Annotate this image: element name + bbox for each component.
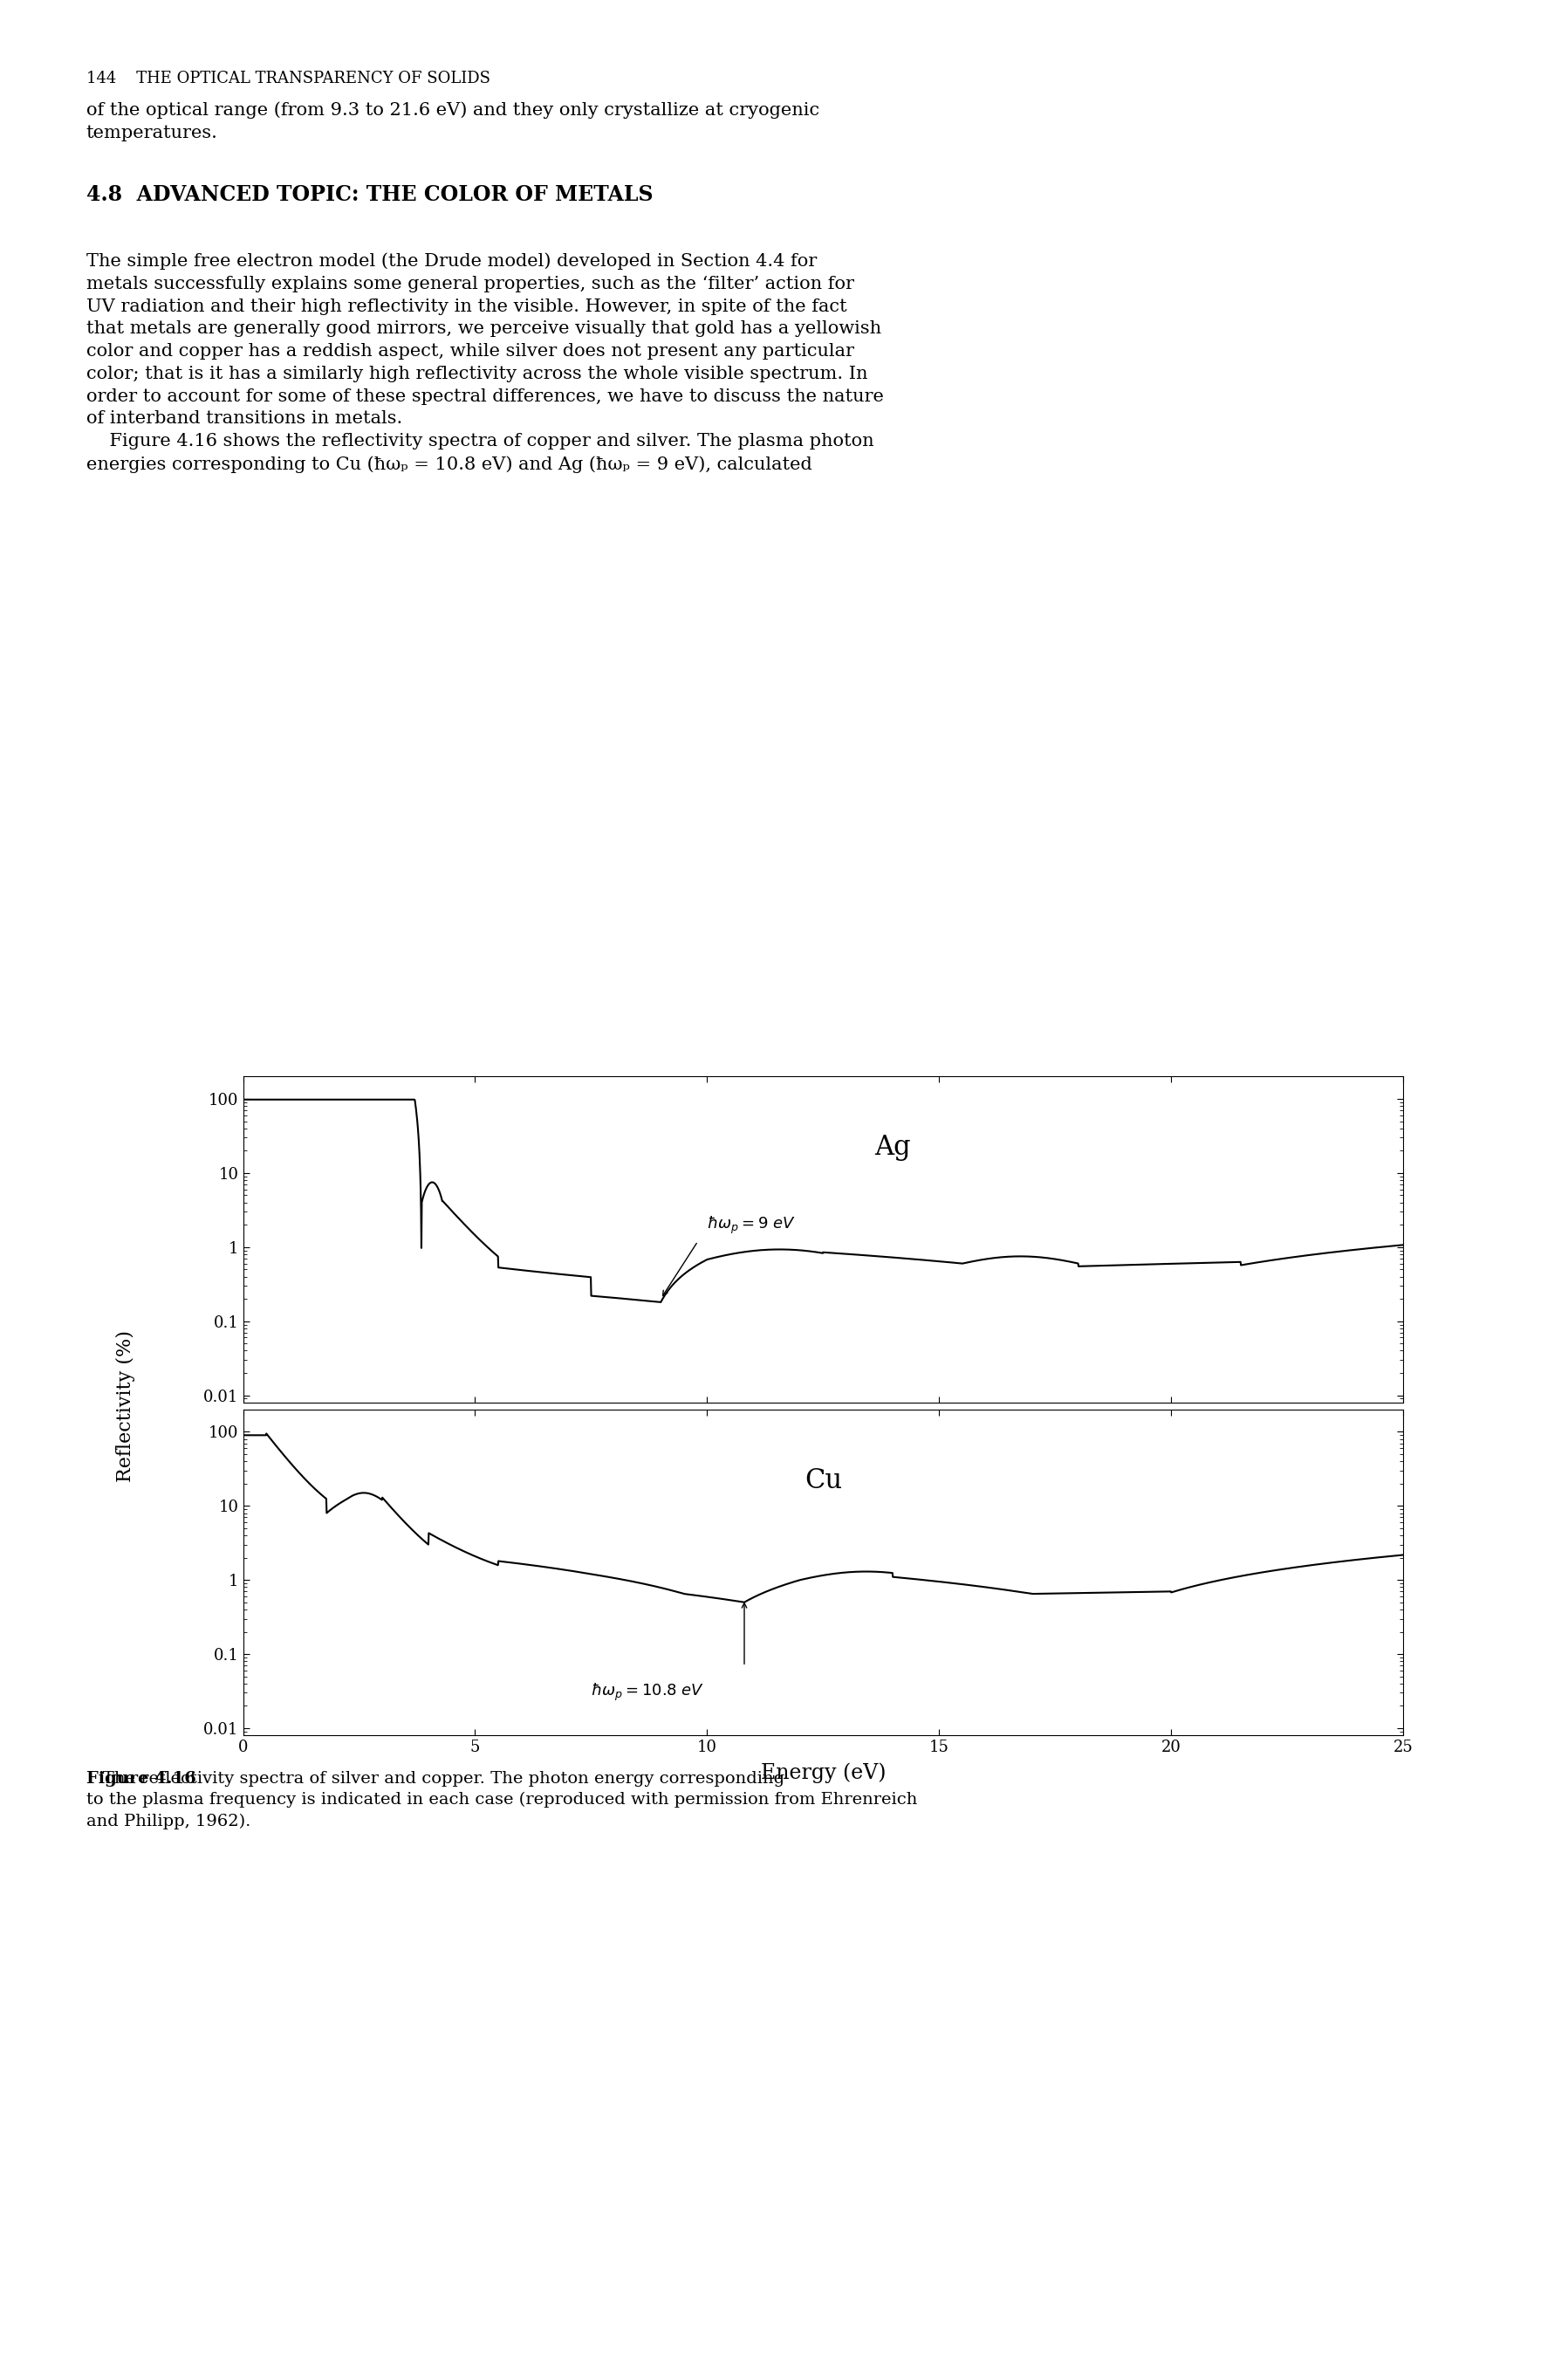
Text: The reflectivity spectra of silver and copper. The photon energy corresponding
t: The reflectivity spectra of silver and c… xyxy=(86,1771,917,1830)
X-axis label: Energy (eV): Energy (eV) xyxy=(760,1764,886,1783)
Text: Figure 4.16: Figure 4.16 xyxy=(86,1771,196,1787)
Text: 144    THE OPTICAL TRANSPARENCY OF SOLIDS: 144 THE OPTICAL TRANSPARENCY OF SOLIDS xyxy=(86,71,491,87)
Text: 4.8  ADVANCED TOPIC: THE COLOR OF METALS: 4.8 ADVANCED TOPIC: THE COLOR OF METALS xyxy=(86,184,652,205)
Text: $\hbar\omega_p=10.8\ eV$: $\hbar\omega_p=10.8\ eV$ xyxy=(591,1681,704,1702)
Text: Reflectivity (%): Reflectivity (%) xyxy=(116,1329,135,1483)
Text: Ag: Ag xyxy=(875,1133,911,1162)
Text: of the optical range (from 9.3 to 21.6 eV) and they only crystallize at cryogeni: of the optical range (from 9.3 to 21.6 e… xyxy=(86,102,820,142)
Text: $\hbar\omega_p=9\ eV$: $\hbar\omega_p=9\ eV$ xyxy=(707,1216,797,1237)
Text: The simple free electron model (the Drude model) developed in Section 4.4 for
me: The simple free electron model (the Drud… xyxy=(86,253,884,472)
Text: Cu: Cu xyxy=(804,1466,842,1495)
